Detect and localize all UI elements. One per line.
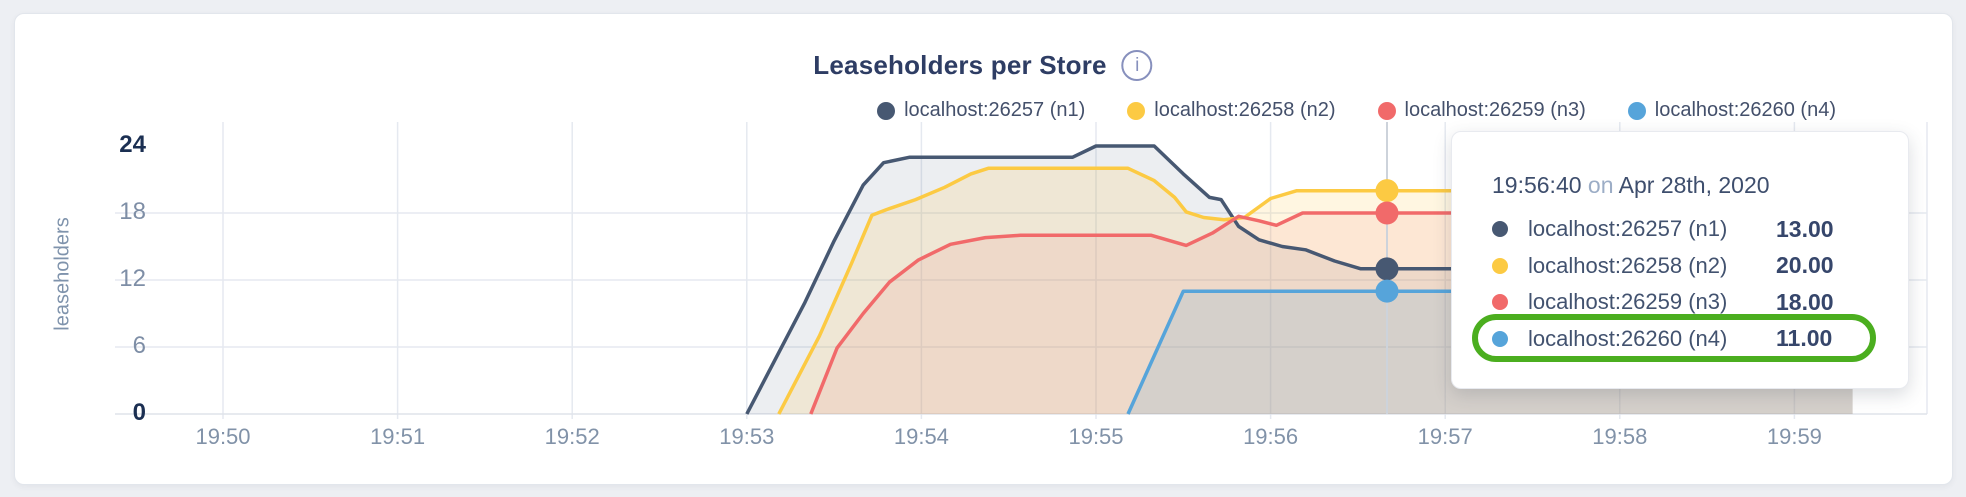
- tooltip-row: localhost:26257 (n1) 13.00: [1492, 211, 1872, 248]
- x-tick-label: 19:52: [544, 424, 600, 449]
- x-tick-label: 19:54: [893, 424, 949, 449]
- y-axis-label: leaseholders: [51, 217, 74, 331]
- tooltip-series-label: localhost:26257 (n1): [1528, 216, 1728, 242]
- x-tick-label: 19:58: [1592, 424, 1648, 449]
- legend-item[interactable]: localhost:26257 (n1): [877, 99, 1085, 122]
- legend-dot-icon: [1627, 101, 1646, 120]
- hover-tooltip: 19:56:40 on Apr 28th, 2020 localhost:262…: [1451, 131, 1909, 389]
- tooltip-series-dot-icon: [1492, 294, 1508, 311]
- x-tick-label: 19:53: [719, 424, 775, 449]
- tooltip-series-label: localhost:26260 (n4): [1528, 325, 1728, 351]
- tooltip-timestamp: 19:56:40 on Apr 28th, 2020: [1492, 172, 1770, 199]
- chart-title: Leaseholders per Store: [813, 50, 1107, 80]
- tooltip-series-value: 13.00: [1776, 215, 1834, 242]
- x-tick-label: 19:55: [1068, 424, 1124, 449]
- legend-item[interactable]: localhost:26260 (n4): [1627, 99, 1836, 122]
- x-tick-label: 19:51: [370, 424, 426, 449]
- x-tick-label: 19:50: [195, 424, 251, 449]
- tooltip-conjunction: on: [1587, 172, 1614, 198]
- hover-point: [1375, 179, 1399, 203]
- y-tick-label: 12: [119, 264, 146, 292]
- series-line: [745, 144, 1853, 415]
- highlight-annotation: [1472, 314, 1876, 362]
- tooltip-series-value: 18.00: [1776, 288, 1834, 315]
- hover-point: [1375, 257, 1399, 281]
- hover-point: [1375, 201, 1399, 225]
- legend-item[interactable]: localhost:26258 (n2): [1127, 99, 1336, 122]
- info-icon[interactable]: i: [1121, 50, 1153, 81]
- tooltip-series-label: localhost:26259 (n3): [1528, 289, 1728, 315]
- legend-dot-icon: [1377, 101, 1396, 120]
- x-tick-label: 19:57: [1417, 424, 1473, 449]
- tooltip-date: Apr 28th, 2020: [1618, 172, 1770, 198]
- tooltip-time: 19:56:40: [1492, 172, 1582, 198]
- legend-label: localhost:26259 (n3): [1404, 99, 1586, 121]
- tooltip-series-value: 11.00: [1776, 325, 1833, 352]
- tooltip-series-label: localhost:26258 (n2): [1528, 252, 1728, 278]
- tooltip-row: localhost:26259 (n3) 18.00: [1492, 284, 1872, 321]
- legend-dot-icon: [1127, 101, 1146, 120]
- y-tick-label: 18: [119, 197, 146, 225]
- x-tick-label: 19:56: [1243, 424, 1299, 449]
- x-tick-label: 19:59: [1766, 424, 1822, 449]
- tooltip-series-dot-icon: [1492, 221, 1508, 238]
- hover-point: [1375, 279, 1399, 303]
- legend-dot-icon: [877, 101, 896, 120]
- y-tick-label: 6: [132, 331, 146, 359]
- legend: localhost:26257 (n1) localhost:26258 (n2)…: [877, 99, 1836, 122]
- legend-label: localhost:26257 (n1): [904, 99, 1086, 121]
- tooltip-row: localhost:26258 (n2) 20.00: [1492, 248, 1872, 285]
- chart-header: Leaseholders per Store i: [813, 50, 1153, 81]
- legend-item[interactable]: localhost:26259 (n3): [1377, 99, 1586, 122]
- series-line: [809, 211, 1853, 415]
- legend-label: localhost:26258 (n2): [1154, 99, 1336, 121]
- tooltip-series-value: 20.00: [1776, 252, 1834, 279]
- y-tick-label: 0: [132, 399, 146, 426]
- tooltip-series-dot-icon: [1492, 257, 1508, 274]
- y-tick-label: 24: [119, 130, 146, 158]
- legend-label: localhost:26260 (n4): [1654, 99, 1836, 121]
